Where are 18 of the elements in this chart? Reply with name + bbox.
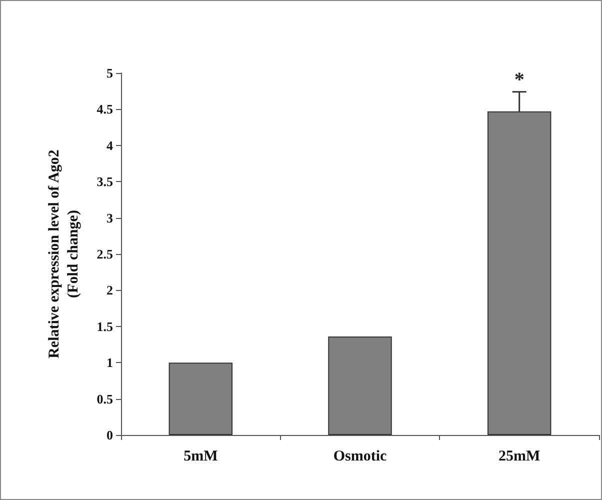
- y-tick-label: 4.5: [96, 102, 114, 117]
- x-tick-label: Osmotic: [333, 448, 387, 464]
- y-tick-label: 0.5: [96, 391, 114, 406]
- y-tick-label: 2.5: [96, 246, 114, 262]
- bar: [168, 362, 233, 435]
- y-tick-label: 4: [106, 138, 114, 153]
- bar: [328, 336, 392, 435]
- y-tick-label: 2: [106, 282, 113, 298]
- annotation: *: [514, 68, 524, 91]
- x-tick-label: 25mM: [498, 448, 540, 464]
- y-tick-label: 5: [106, 66, 114, 80]
- y-axis-title: Relative expression level of Ago2 (Fold change): [46, 150, 82, 358]
- y-tick-label: 3: [106, 210, 114, 226]
- y-tick-label: 1.5: [96, 318, 114, 334]
- y-tick-label: 0: [106, 428, 113, 442]
- x-tick-label: 5mM: [184, 448, 218, 464]
- y-tick-label: 3.5: [96, 174, 114, 190]
- y-tick-label: 1: [106, 355, 113, 370]
